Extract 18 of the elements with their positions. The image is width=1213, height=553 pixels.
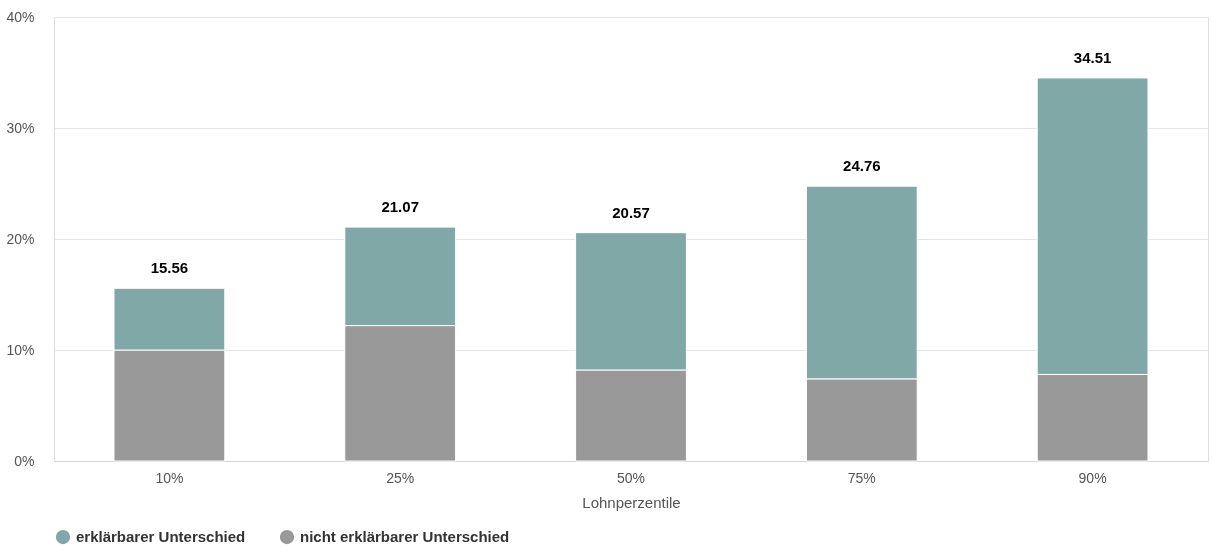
x-tick-label: 90% bbox=[1078, 469, 1107, 486]
total-label: 24.76 bbox=[843, 157, 881, 175]
x-tick-label: 25% bbox=[386, 469, 415, 486]
y-tick-label: 0% bbox=[14, 452, 35, 469]
x-tick-label: 10% bbox=[155, 469, 184, 486]
x-axis-title: Lohnperzentile bbox=[582, 493, 681, 511]
y-tick-label: 30% bbox=[6, 119, 35, 136]
legend-label: erklärbarer Unterschied bbox=[76, 528, 246, 546]
total-label: 15.56 bbox=[150, 259, 189, 277]
y-tick-label: 40% bbox=[6, 8, 35, 25]
legend-label: nicht erklärbarer Unterschied bbox=[300, 528, 510, 546]
total-label: 20.57 bbox=[612, 203, 650, 221]
total-label: 21.07 bbox=[381, 198, 419, 216]
x-tick-label: 75% bbox=[847, 469, 876, 486]
y-tick-label: 10% bbox=[6, 341, 35, 358]
y-tick-label: 20% bbox=[6, 230, 35, 247]
total-label: 34.51 bbox=[1073, 48, 1112, 66]
x-tick-label: 50% bbox=[616, 469, 646, 486]
